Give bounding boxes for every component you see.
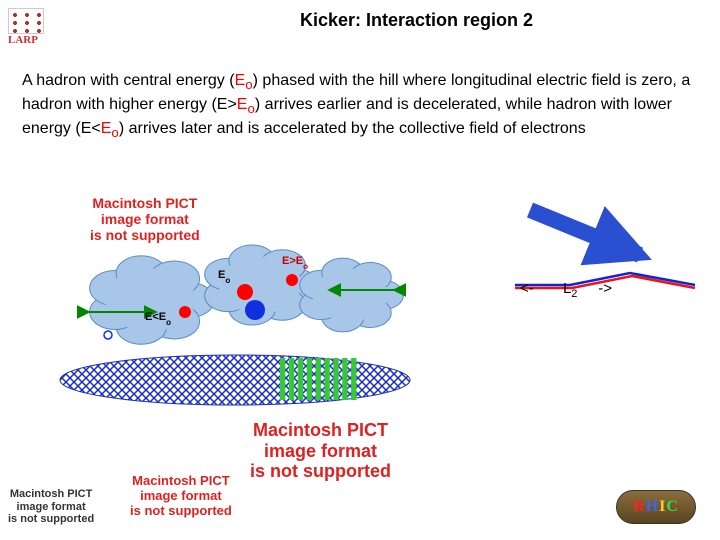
page-title: Kicker: Interaction region 2: [300, 10, 533, 31]
arrow-left-text: <-: [520, 280, 534, 297]
main-diagram: E>EoEoE<Eo: [50, 230, 480, 430]
pict-unsupported-4: Macintosh PICTimage formatis not support…: [130, 474, 232, 519]
para-seg4: ) arrives later and is accelerated by th…: [119, 120, 586, 137]
body-paragraph: A hadron with central energy (Eo) phased…: [22, 70, 698, 143]
l2-label-row: <- L2 ->: [520, 280, 612, 300]
para-seg1: A hadron with central energy (: [22, 72, 235, 89]
larp-grid-icon: [8, 8, 44, 34]
para-e3: Eo: [101, 120, 119, 137]
larp-label: LARP: [8, 34, 58, 46]
larp-logo: LARP: [8, 8, 58, 48]
para-e2: Eo: [237, 96, 255, 113]
l2-text: L2: [563, 280, 577, 297]
para-e1: Eo: [235, 72, 253, 89]
pict-unsupported-3: Macintosh PICTimage formatis not support…: [8, 488, 94, 526]
rhic-logo: RHIC: [616, 490, 696, 524]
arrow-right-text: ->: [598, 280, 612, 297]
